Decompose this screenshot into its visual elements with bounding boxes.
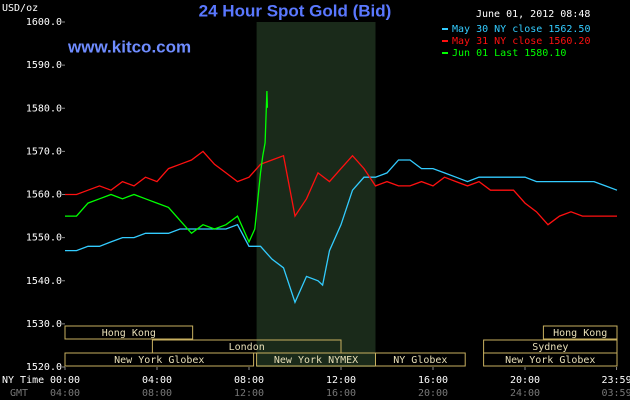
x-tick-label: 16:00 bbox=[418, 375, 448, 386]
y-tick-label: 1590.0 bbox=[26, 60, 62, 71]
session-label: New York NYMEX bbox=[274, 355, 358, 366]
y-tick-label: 1520.0 bbox=[26, 362, 62, 373]
price-line bbox=[65, 90, 269, 244]
x-tick-label: 23:59 bbox=[601, 375, 630, 386]
watermark: www.kitco.com bbox=[67, 37, 191, 56]
x-tick-label: 00:00 bbox=[50, 375, 80, 386]
x-tick-label: 08:00 bbox=[234, 375, 264, 386]
chart-title: 24 Hour Spot Gold (Bid) bbox=[199, 1, 392, 20]
session-label: New York Globex bbox=[505, 355, 595, 366]
price-line bbox=[65, 159, 618, 305]
x-tick-label: 20:00 bbox=[510, 375, 540, 386]
session-box bbox=[542, 325, 618, 340]
legend-label: May 31 NY close 1560.20 bbox=[452, 36, 590, 47]
price-line bbox=[65, 150, 617, 226]
gmt-tick-label: 20:00 bbox=[418, 388, 448, 399]
legend-label: Jun 01 Last 1580.10 bbox=[452, 48, 566, 59]
gmt-tick-label: 04:00 bbox=[50, 388, 80, 399]
gmt-tick-label: 12:00 bbox=[234, 388, 264, 399]
y-tick-label: 1560.0 bbox=[26, 190, 62, 201]
gmt-tick-label: 16:00 bbox=[326, 388, 356, 399]
x-tick-label: 12:00 bbox=[326, 375, 356, 386]
shade-layer bbox=[256, 22, 376, 367]
y-tick-label: 1580.0 bbox=[26, 103, 62, 114]
session-label: London bbox=[229, 342, 265, 353]
y-tick-label: 1600.0 bbox=[26, 17, 62, 28]
gmt-tick-label: 08:00 bbox=[142, 388, 172, 399]
y-unit: USD/oz bbox=[2, 3, 38, 14]
session-box bbox=[64, 352, 255, 367]
gmt-tick-label: 03:59 bbox=[601, 388, 630, 399]
session-box bbox=[483, 352, 618, 367]
y-tick-label: 1550.0 bbox=[26, 233, 62, 244]
session-label: Hong Kong bbox=[102, 328, 156, 339]
session-label: Hong Kong bbox=[553, 328, 607, 339]
gmt-tick-label: 24:00 bbox=[510, 388, 540, 399]
session-box bbox=[64, 325, 194, 340]
market-shade bbox=[256, 22, 376, 367]
legend-label: May 30 NY close 1562.50 bbox=[452, 24, 590, 35]
x-row-label: NY Time bbox=[2, 375, 44, 386]
y-tick-label: 1540.0 bbox=[26, 276, 62, 287]
session-label: NY Globex bbox=[393, 355, 447, 366]
y-tick-label: 1570.0 bbox=[26, 146, 62, 157]
y-tick-label: 1530.0 bbox=[26, 319, 62, 330]
session-label: New York Globex bbox=[114, 355, 204, 366]
x-row-label: GMT bbox=[10, 388, 28, 399]
session-label: Sydney bbox=[532, 342, 568, 353]
timestamp: June 01, 2012 08:48 bbox=[476, 9, 590, 20]
x-tick-label: 04:00 bbox=[142, 375, 172, 386]
session-box bbox=[375, 352, 466, 367]
